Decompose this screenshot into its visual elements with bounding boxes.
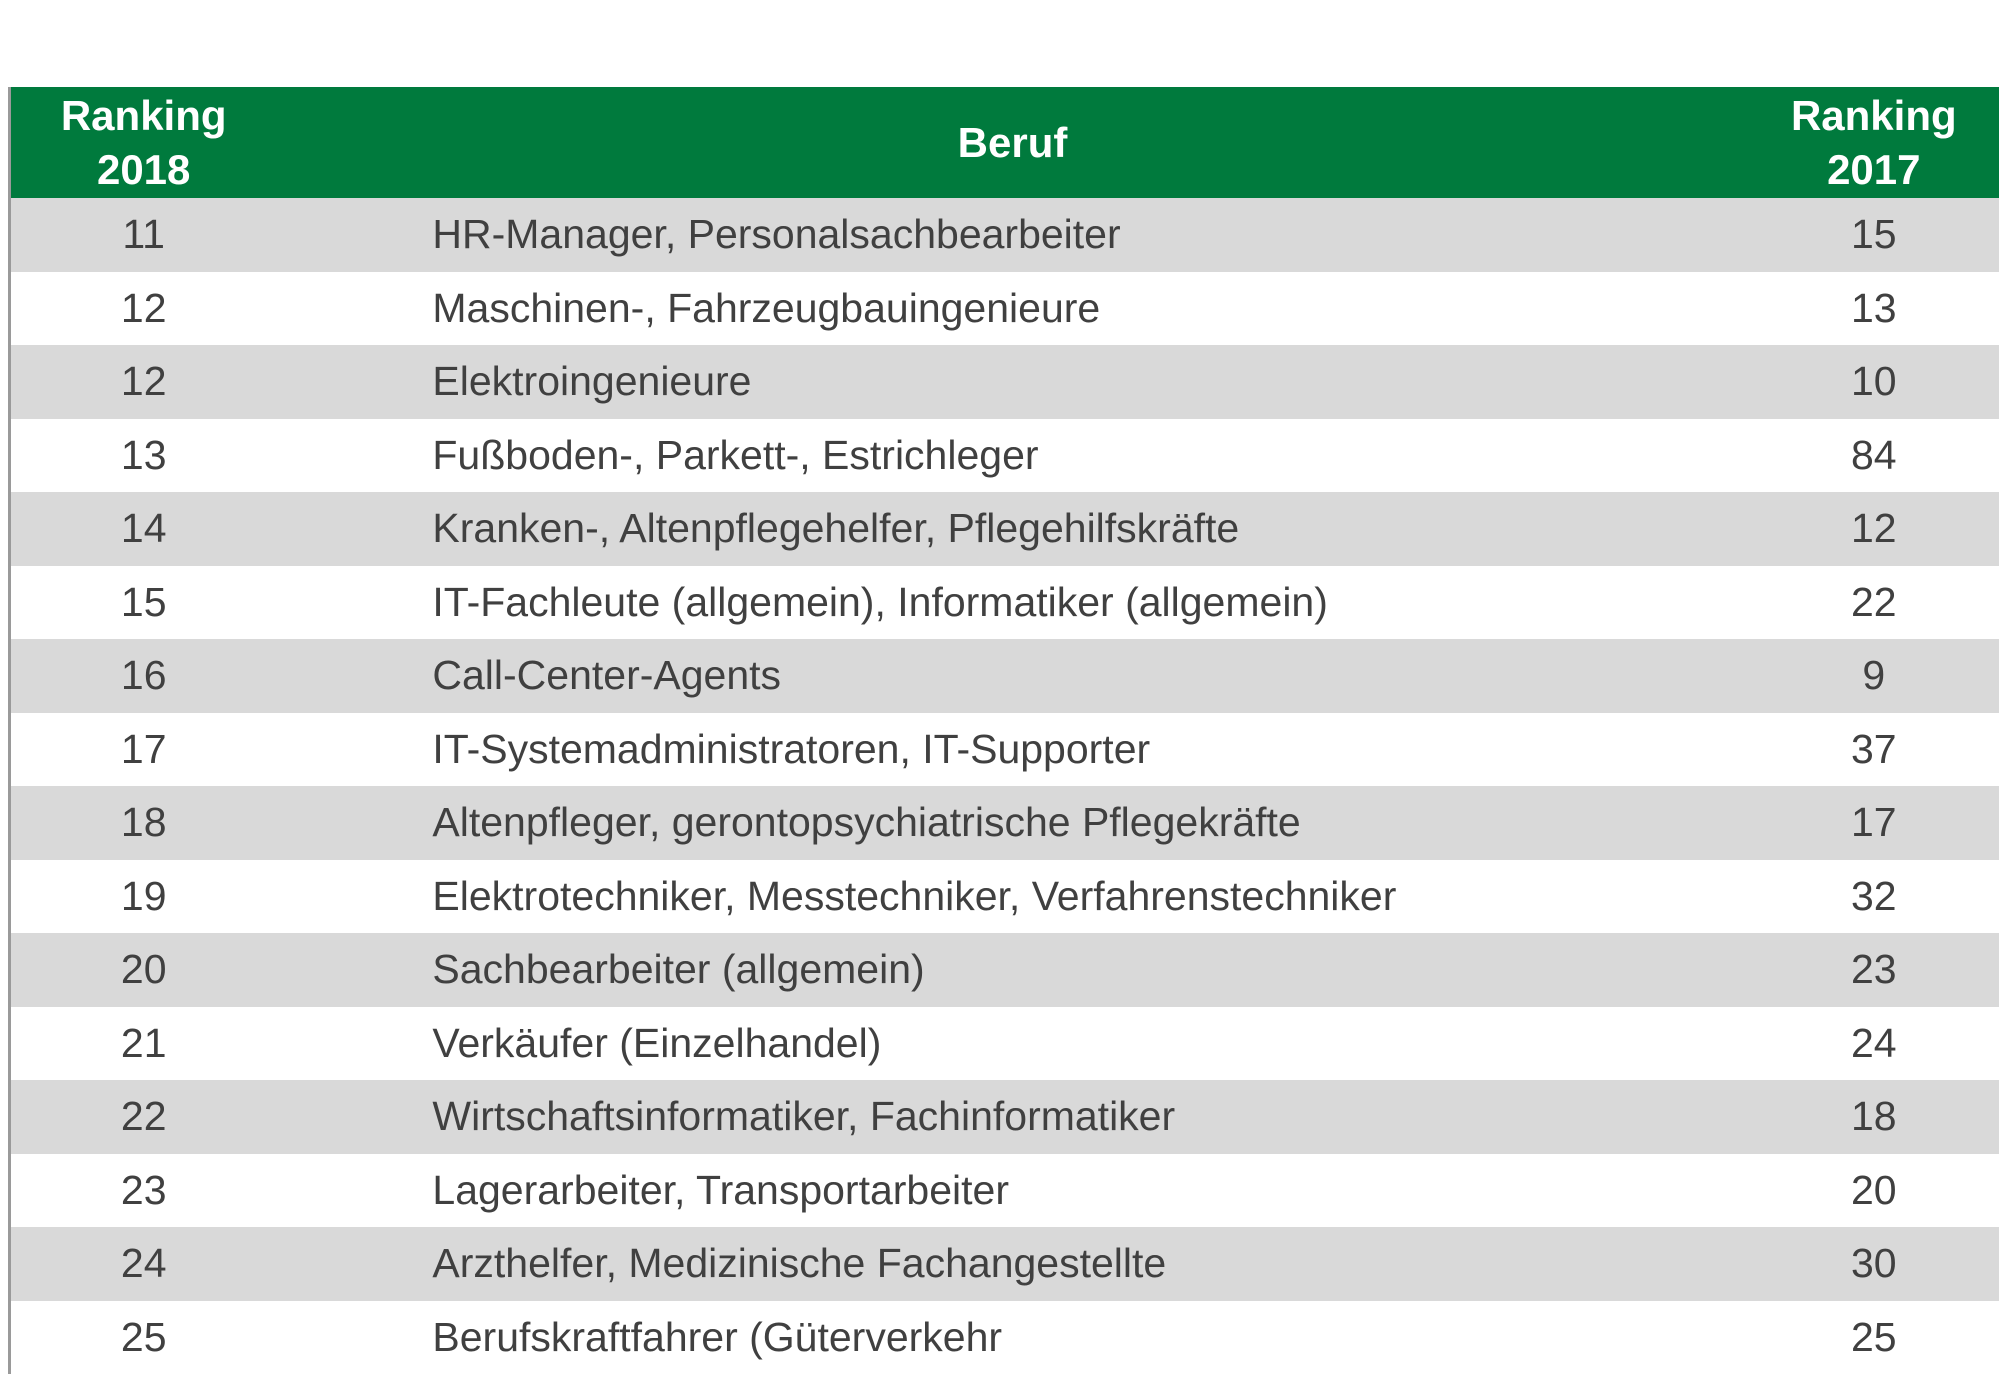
table-row: 17 IT-Systemadministratoren, IT-Supporter…	[11, 712, 1999, 786]
rank-2017: 24	[1748, 1006, 1999, 1080]
occupation: Elektroingenieure	[276, 345, 1749, 419]
rank-2017: 32	[1748, 859, 1999, 933]
occupation: Arzthelfer, Medizinische Fachangestellte	[276, 1227, 1749, 1301]
table-row: 16 Call-Center-Agents 9	[11, 639, 1999, 713]
rank-2017: 20	[1748, 1153, 1999, 1227]
occupation: Maschinen-, Fahrzeugbauingenieure	[276, 271, 1749, 345]
table-row: 22 Wirtschaftsinformatiker, Fachinformati…	[11, 1080, 1999, 1154]
table: Ranking 2018 Beruf Ranking 2017 11 HR-Manager…	[11, 87, 1999, 1374]
rank-2018: 25	[11, 1300, 277, 1374]
rank-2017: 17	[1748, 786, 1999, 860]
table-row: 12 Elektroingenieure 10	[11, 345, 1999, 419]
table-row: 18 Altenpfleger, gerontopsychiatrische Pf…	[11, 786, 1999, 860]
header-cell: Beruf	[276, 87, 1749, 198]
rank-2018: 15	[11, 565, 277, 639]
occupation: IT-Fachleute (allgemein), Informatiker (…	[276, 565, 1749, 639]
header-cell: Ranking 2017	[1748, 87, 1999, 198]
header-text: Ranking	[60, 91, 227, 139]
table-row: 13 Fußboden-, Parkett-, Estrichleger 84	[11, 418, 1999, 492]
rank-2018: 13	[11, 418, 277, 492]
rank-2018: 21	[11, 1006, 277, 1080]
rank-2017: 9	[1748, 639, 1999, 713]
rank-2018: 12	[11, 271, 277, 345]
occupation: IT-Systemadministratoren, IT-Supporter	[276, 712, 1749, 786]
rank-2017: 15	[1748, 198, 1999, 272]
occupation: Berufskraftfahrer (Güterverkehr	[276, 1300, 1749, 1374]
rank-2018: 12	[11, 345, 277, 419]
rank-2017: 18	[1748, 1080, 1999, 1154]
occupation: Elektrotechniker, Messtechniker, Verfahr…	[276, 859, 1749, 933]
occupation: Verkäufer (Einzelhandel)	[276, 1006, 1749, 1080]
header-cell: Ranking 2018	[11, 87, 277, 198]
occupation: Altenpfleger, gerontopsychiatrische Pfle…	[276, 786, 1749, 860]
rank-2017: 84	[1748, 418, 1999, 492]
occupation: Wirtschaftsinformatiker, Fachinformatike…	[276, 1080, 1749, 1154]
rank-2017: 30	[1748, 1227, 1999, 1301]
rank-2018: 22	[11, 1080, 277, 1154]
rank-2017: 37	[1748, 712, 1999, 786]
rank-2018: 19	[11, 859, 277, 933]
occupation: Fußboden-, Parkett-, Estrichleger	[276, 418, 1749, 492]
rank-2018: 20	[11, 933, 277, 1007]
table-row: 25 Berufskraftfahrer (Güterverkehr 25	[11, 1300, 1999, 1374]
rank-2017: 25	[1748, 1300, 1999, 1374]
table-row: 15 IT-Fachleute (allgemein), Informatiker…	[11, 565, 1999, 639]
rank-2017: 13	[1748, 271, 1999, 345]
table-row: 23 Lagerarbeiter, Transportarbeiter 20	[11, 1153, 1999, 1227]
header-row: Ranking 2018 Beruf Ranking 2017	[11, 87, 1999, 198]
table-row: 11 HR-Manager, Personalsachbearbeiter 15	[11, 198, 1999, 272]
table-row: 24 Arzthelfer, Medizinische Fachangestell…	[11, 1227, 1999, 1301]
rank-2018: 18	[11, 786, 277, 860]
rank-2017: 12	[1748, 492, 1999, 566]
occupation: HR-Manager, Personalsachbearbeiter	[276, 198, 1749, 272]
rank-2018: 24	[11, 1227, 277, 1301]
header-text: 2018	[96, 145, 191, 193]
table-row: 21 Verkäufer (Einzelhandel) 24	[11, 1006, 1999, 1080]
occupation: Call-Center-Agents	[276, 639, 1749, 713]
table-row: 20 Sachbearbeiter (allgemein) 23	[11, 933, 1999, 1007]
rank-2018: 11	[11, 198, 277, 272]
rank-2018: 16	[11, 639, 277, 713]
table-row: 12 Maschinen-, Fahrzeugbauingenieure 13	[11, 271, 1999, 345]
occupation: Sachbearbeiter (allgemein)	[276, 933, 1749, 1007]
rank-2018: 23	[11, 1153, 277, 1227]
table-row: 14 Kranken-, Altenpflegehelfer, Pflegehil…	[11, 492, 1999, 566]
header-text: Ranking	[1790, 91, 1957, 139]
header-text: Beruf	[957, 118, 1068, 166]
header-text: 2017	[1827, 145, 1921, 193]
occupation: Lagerarbeiter, Transportarbeiter	[276, 1153, 1749, 1227]
table-body: 11 HR-Manager, Personalsachbearbeiter 15 12…	[11, 198, 1999, 1374]
rank-2017: 10	[1748, 345, 1999, 419]
rank-2017: 23	[1748, 933, 1999, 1007]
ranking-table: Ranking 2018 Beruf Ranking 2017 11 HR-Manager…	[8, 87, 1999, 1374]
rank-2018: 17	[11, 712, 277, 786]
rank-2017: 22	[1748, 565, 1999, 639]
rank-2018: 14	[11, 492, 277, 566]
occupation: Kranken-, Altenpflegehelfer, Pflegehilfs…	[276, 492, 1749, 566]
table-row: 19 Elektrotechniker, Messtechniker, Verfa…	[11, 859, 1999, 933]
